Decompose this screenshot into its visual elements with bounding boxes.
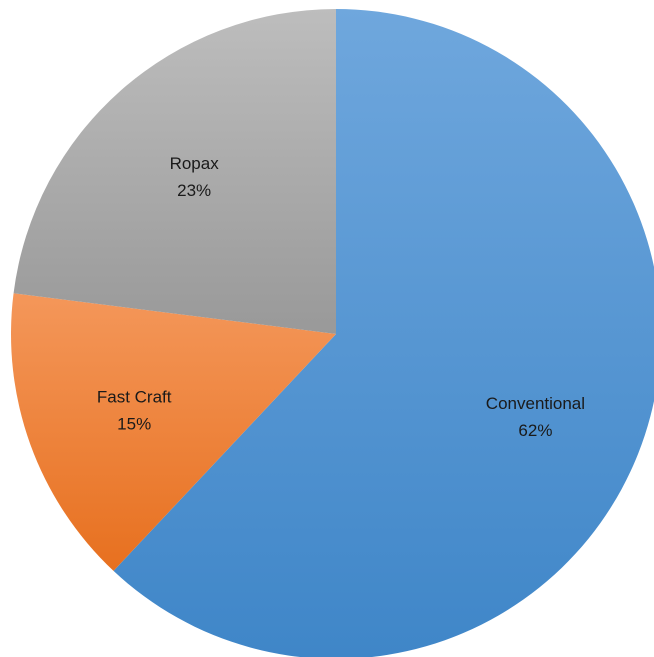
slice-percentage: 15% [117, 415, 151, 434]
slice-percentage: 23% [177, 181, 211, 200]
pie-slice-ropax [13, 9, 337, 334]
pie-slice-fast-craft [11, 293, 337, 571]
slice-label-ropax: Ropax 23% [170, 154, 220, 200]
slices-layer [11, 9, 654, 657]
slice-category-name: Ropax [170, 154, 220, 173]
pie-slice-conventional [113, 9, 654, 657]
labels-layer: Conventional 62% Fast Craft 15% Ropax 23% [97, 154, 585, 440]
slice-category-name: Fast Craft [97, 388, 172, 407]
slice-category-name: Conventional [486, 394, 585, 413]
slice-label-fast-craft: Fast Craft 15% [97, 388, 172, 434]
slice-label-conventional: Conventional 62% [486, 394, 585, 440]
slice-percentage: 62% [518, 421, 552, 440]
